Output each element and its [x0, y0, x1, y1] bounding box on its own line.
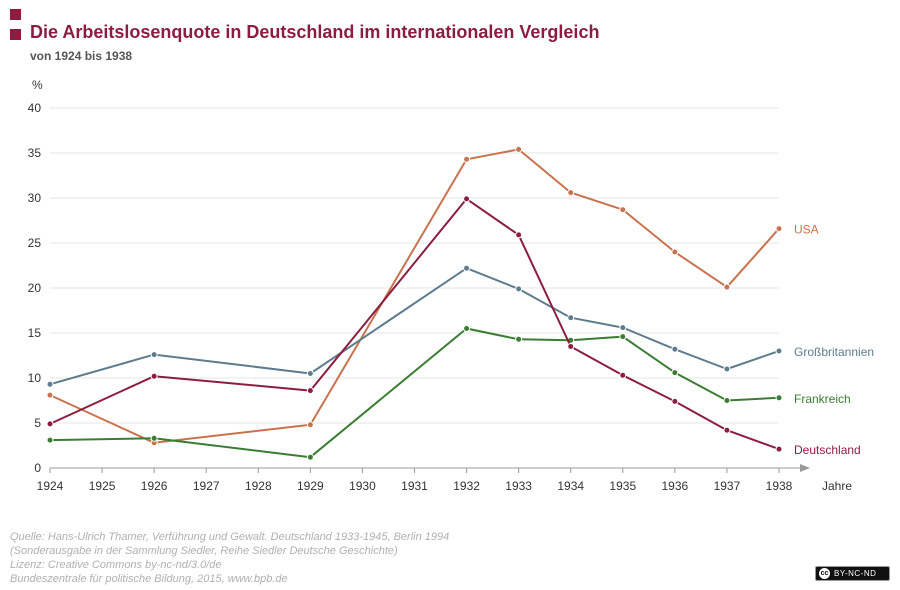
y-tick-label: 30: [28, 191, 42, 205]
data-point: [306, 453, 314, 461]
publisher-line: Bundeszentrale für politische Bildung, 2…: [10, 573, 288, 585]
y-tick-label: 20: [28, 281, 42, 295]
cc-icon: cc: [819, 568, 830, 579]
license-line: Lizenz: Creative Commons by-nc-nd/3.0/de: [10, 559, 222, 571]
chart-subtitle: von 1924 bis 1938: [30, 49, 133, 63]
series-label: Frankreich: [794, 392, 851, 406]
y-tick-labels: 0 5 10 15 20 25 30 35 40: [28, 101, 42, 475]
data-point: [463, 155, 471, 163]
series-line: [49, 327, 780, 459]
data-point: [306, 370, 314, 377]
y-tick-label: 25: [28, 236, 42, 250]
y-tick-label: 5: [34, 416, 41, 430]
data-point: [515, 145, 523, 153]
data-point: [46, 391, 54, 399]
x-tick-label: 1925: [89, 479, 116, 493]
x-tick-labels: 1924 1925 1926 1927 1928 1929 1930 1931 1932 1933…: [37, 479, 793, 493]
axes: % Jahre: [32, 78, 852, 493]
data-point: [775, 445, 783, 453]
series-group: [46, 145, 783, 461]
source-line-2: (Sonderausgabe in der Sammlung Siedler, …: [10, 545, 398, 557]
data-point: [619, 371, 627, 379]
cc-license-text: BY-NC-ND: [834, 569, 877, 578]
y-tick-label: 10: [28, 371, 42, 385]
data-point: [567, 343, 575, 350]
chart-title: Die Arbeitslosenquote in Deutschland im …: [30, 22, 600, 42]
y-tick-label: 15: [28, 326, 42, 340]
data-point: [306, 387, 314, 395]
data-point: [775, 394, 783, 402]
data-point: [150, 434, 158, 442]
data-point: [723, 365, 731, 373]
data-point: [46, 380, 54, 388]
title-bullet-square: [10, 29, 21, 40]
data-point: [671, 369, 679, 377]
data-point: [463, 195, 471, 203]
data-point: [723, 426, 731, 434]
data-point: [775, 347, 783, 355]
series-line: [49, 267, 780, 386]
x-tick-label: 1929: [297, 479, 324, 493]
x-tick-label: 1924: [37, 479, 64, 493]
data-point: [619, 333, 627, 341]
data-point: [150, 372, 158, 380]
x-tick-label: 1930: [349, 479, 376, 493]
series-label: Großbritannien: [794, 345, 874, 359]
x-tick-label: 1926: [141, 479, 168, 493]
x-tick-label: 1937: [714, 479, 741, 493]
creative-commons-badge[interactable]: cc BY-NC-ND: [815, 566, 890, 581]
x-tick-label: 1932: [453, 479, 480, 493]
x-tick-label: 1934: [557, 479, 584, 493]
data-point: [515, 335, 523, 343]
x-tick-label: 1938: [766, 479, 793, 493]
y-tick-label: 0: [34, 461, 41, 475]
data-point: [723, 283, 731, 291]
x-axis-arrow-icon: [800, 464, 810, 472]
x-tick-label: 1927: [193, 479, 220, 493]
y-tick-label: 35: [28, 146, 42, 160]
title-marker-square: [10, 9, 21, 20]
data-point: [723, 397, 731, 404]
x-tick-label: 1933: [505, 479, 532, 493]
y-tick-label: 40: [28, 101, 42, 115]
data-point: [515, 231, 523, 239]
data-point: [46, 436, 54, 444]
series-line: [49, 197, 780, 451]
data-point: [619, 324, 627, 332]
data-point: [463, 264, 471, 272]
x-tick-label: 1935: [609, 479, 636, 493]
data-point: [46, 420, 54, 428]
data-point: [463, 325, 471, 332]
data-point: [671, 397, 679, 405]
source-line-1: Quelle: Hans-Ulrich Thamer, Verführung u…: [10, 531, 450, 543]
data-point: [567, 314, 575, 322]
data-point: [671, 248, 679, 256]
series-label: USA: [794, 223, 819, 237]
x-tick-label: 1928: [245, 479, 272, 493]
data-point: [775, 225, 783, 233]
data-point: [567, 189, 575, 197]
data-point: [515, 285, 523, 293]
series-label: Deutschland: [794, 443, 861, 457]
series-labels: USA Großbritannien Frankreich Deutschland: [794, 223, 874, 458]
data-point: [150, 351, 158, 359]
series-line: [49, 148, 780, 444]
y-axis-label: %: [32, 78, 43, 92]
x-axis-label: Jahre: [822, 479, 852, 493]
x-tick-label: 1936: [662, 479, 689, 493]
data-point: [306, 421, 314, 429]
data-point: [671, 345, 679, 353]
x-tick-label: 1931: [401, 479, 428, 493]
data-point: [619, 206, 627, 214]
